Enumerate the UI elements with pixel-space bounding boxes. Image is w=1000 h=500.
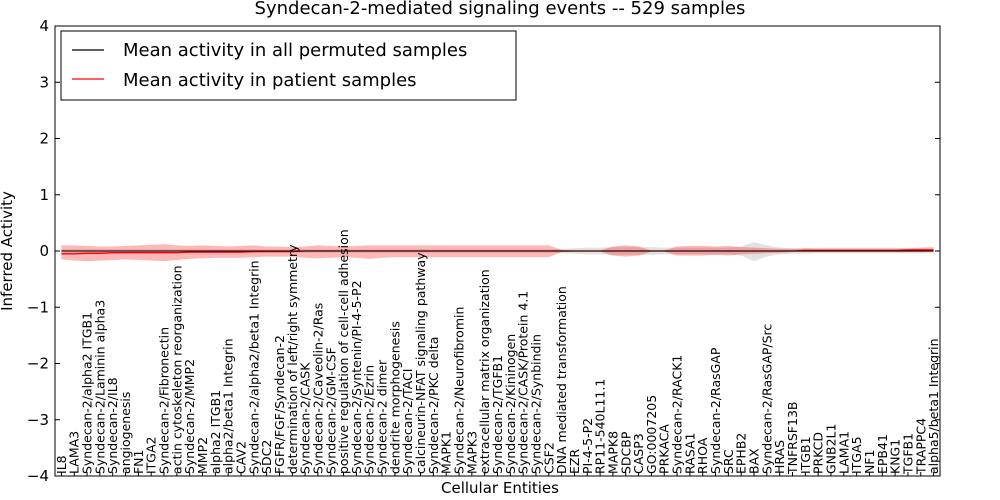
y-axis-label: Inferred Activity bbox=[0, 191, 16, 311]
x-tick-label: Syndecan-2/RACK1 bbox=[670, 355, 685, 474]
plot-frame bbox=[54, 25, 941, 477]
x-tick-label: alpha2 ITGB1 bbox=[208, 390, 223, 474]
y-tick-label: 3 bbox=[39, 73, 49, 91]
x-tick-label: SRC bbox=[721, 449, 736, 474]
x-tick-label: HRAS bbox=[772, 440, 787, 474]
x-tick-label: KNG1 bbox=[888, 439, 903, 474]
x-tick-label: DNA mediated transformation bbox=[554, 286, 569, 474]
x-tick-label: angiogenesis bbox=[118, 392, 133, 474]
y-tick-label: 1 bbox=[39, 186, 49, 204]
x-tick-label: determination of left/right symmetry bbox=[285, 244, 300, 474]
chart-title: Syndecan-2-mediated signaling events -- … bbox=[255, 0, 746, 19]
y-axis-ticks: −4 −3 −2 −1 0 1 2 3 4 bbox=[27, 17, 940, 485]
x-tick-label: CSF2 bbox=[541, 442, 556, 474]
x-tick-label: GNB2L1 bbox=[824, 424, 839, 474]
x-tick-label: RHOA bbox=[695, 437, 710, 474]
x-tick-label: TNFRSF13B bbox=[785, 402, 800, 475]
x-tick-label: Syndecan-2/Caveolin-2/Ras bbox=[310, 303, 325, 474]
x-tick-label: SDC2 bbox=[259, 440, 274, 474]
x-tick-label: Syndecan-2/Syntenin/PI-4-5-P2 bbox=[349, 280, 364, 474]
y-tick-label: −4 bbox=[27, 467, 49, 485]
x-tick-label: GO:0007205 bbox=[644, 395, 659, 474]
x-tick-label: Syndecan-2/PKC delta bbox=[426, 337, 441, 474]
x-tick-label: TGFB1 bbox=[900, 433, 915, 475]
x-tick-label: IL8 bbox=[54, 455, 69, 474]
legend-label-patient: Mean activity in patient samples bbox=[123, 70, 417, 91]
x-tick-label: extracellular matrix organization bbox=[477, 269, 492, 474]
x-tick-label: Syndecan-2/Ezrin bbox=[362, 365, 377, 474]
x-tick-label: NF1 bbox=[862, 450, 877, 475]
x-tick-label: Syndecan-2/RasGAP bbox=[708, 347, 723, 474]
x-tick-label: ITGA2 bbox=[144, 436, 159, 474]
x-tick-label: Syndecan-2/alpha2 ITGB1 bbox=[80, 312, 95, 474]
x-tick-label: dendrite morphogenesis bbox=[387, 321, 402, 474]
x-tick-label: Syndecan-2/alpha2/beta1 Integrin bbox=[246, 260, 261, 474]
x-tick-label: PI-4-5-P2 bbox=[580, 418, 595, 474]
x-tick-label: CAV2 bbox=[234, 441, 249, 474]
y-tick-label: 0 bbox=[39, 242, 49, 260]
x-tick-label: calcineurin-NFAT signaling pathway bbox=[413, 252, 428, 474]
x-tick-label: alpha5/beta1 Integrin bbox=[926, 338, 941, 474]
legend-box bbox=[60, 30, 517, 101]
x-tick-label: Syndecan-2/Neurofibromin bbox=[452, 307, 467, 474]
x-tick-label: Syndecan-2/Laminin alpha3 bbox=[92, 300, 107, 474]
line-layer bbox=[61, 249, 934, 255]
x-tick-label: CASP3 bbox=[631, 433, 646, 474]
x-tick-label: MAPK1 bbox=[439, 431, 454, 474]
y-tick-label: 2 bbox=[39, 130, 49, 148]
series-band-1 bbox=[61, 244, 934, 262]
x-tick-label: Syndecan-2/Kininogen bbox=[503, 334, 518, 474]
x-tick-label: Syndecan-2/RasGAP/Src bbox=[759, 324, 774, 474]
x-tick-label: RASA1 bbox=[682, 433, 697, 474]
x-tick-label: Syndecan-2/TACI bbox=[400, 369, 415, 474]
x-tick-label: Syndecan-2/Synbindin bbox=[529, 334, 544, 474]
x-tick-label: Syndecan-2/CASK/Protein 4.1 bbox=[516, 291, 531, 474]
x-tick-label: MAPK8 bbox=[605, 431, 620, 474]
x-tick-label: Syndecan-2/TGFB1 bbox=[490, 355, 505, 474]
x-tick-label: ITGB1 bbox=[798, 436, 813, 474]
x-tick-label: MMP2 bbox=[195, 437, 210, 474]
x-tick-label: MAPK3 bbox=[464, 431, 479, 474]
x-tick-label: actin cytoskeleton reorganization bbox=[169, 265, 184, 474]
x-tick-label: EPHB2 bbox=[734, 433, 749, 474]
y-tick-label: 4 bbox=[39, 17, 49, 35]
x-tick-label: alpha2/beta1 Integrin bbox=[221, 338, 236, 474]
x-tick-label: Syndecan-2/GM-CSF bbox=[323, 347, 338, 474]
x-tick-label: Syndecan-2/Fibronectin bbox=[157, 327, 172, 474]
x-tick-label: ITGA5 bbox=[849, 436, 864, 474]
x-tick-label: PRKCD bbox=[811, 432, 826, 474]
x-tick-label: Syndecan-2 dimer bbox=[375, 359, 390, 474]
legend-label-permuted: Mean activity in all permuted samples bbox=[123, 40, 467, 61]
x-tick-label: EZR bbox=[567, 449, 582, 474]
x-tick-label: FN1 bbox=[131, 450, 146, 475]
x-tick-label: LAMA1 bbox=[836, 431, 851, 474]
x-tick-label: LAMA3 bbox=[67, 431, 82, 474]
x-tick-label: SDCBP bbox=[618, 431, 633, 474]
x-tick-label: EPB41 bbox=[875, 434, 890, 474]
x-tick-label: positive regulation of cell-cell adhesio… bbox=[336, 229, 351, 474]
x-tick-label: Syndecan-2/CASK bbox=[298, 362, 313, 474]
x-tick-label: Syndecan-2/IL8 bbox=[105, 377, 120, 474]
x-tick-label: PRKACA bbox=[657, 424, 672, 474]
x-tick-label: BAX bbox=[747, 448, 762, 474]
y-tick-label: −3 bbox=[27, 411, 49, 429]
y-tick-label: −2 bbox=[27, 355, 49, 373]
x-tick-label: FGFR/FGF/Syndecan-2 bbox=[272, 335, 287, 474]
x-tick-label: RP11-540L11.1 bbox=[593, 379, 608, 474]
x-tick-label: TRAPPC4 bbox=[913, 418, 928, 475]
x-tick-label: Syndecan-2/MMP2 bbox=[182, 359, 197, 474]
y-tick-label: −1 bbox=[27, 298, 49, 316]
x-axis-label: Cellular Entities bbox=[441, 479, 559, 497]
legend: Mean activity in all permuted samples Me… bbox=[60, 30, 517, 101]
